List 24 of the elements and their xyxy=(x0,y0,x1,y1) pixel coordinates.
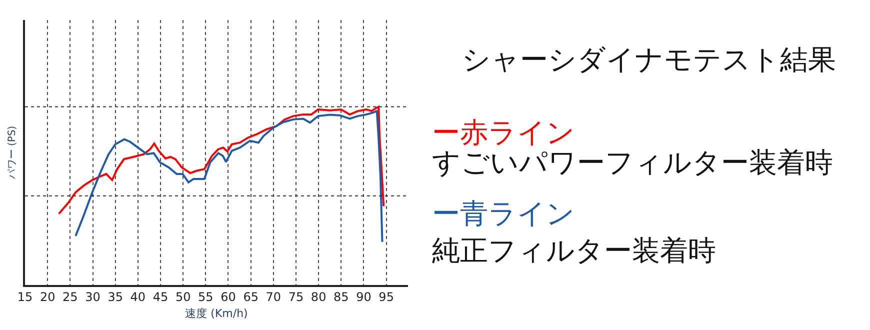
x-tick-label: 35 xyxy=(108,290,123,304)
x-tick-label: 50 xyxy=(175,290,191,304)
x-tick-label: 90 xyxy=(356,290,372,304)
x-tick-label: 30 xyxy=(85,290,100,304)
series-label: ー赤ライン xyxy=(432,116,575,149)
x-tick-label: 70 xyxy=(266,290,282,304)
x-tick-label: 95 xyxy=(378,290,394,304)
x-tick-label: 40 xyxy=(130,290,146,304)
x-tick-label: 65 xyxy=(243,290,258,304)
series-label: ー青ライン xyxy=(432,197,575,230)
text: すごいパワーフィルター装着時 xyxy=(432,146,833,179)
x-tick-label: 80 xyxy=(310,290,326,304)
text: シャーシダイナモテスト結果 xyxy=(462,43,836,76)
x-tick-label: 55 xyxy=(198,290,214,304)
x-tick-label: 25 xyxy=(62,290,78,304)
x-tick-label: 75 xyxy=(288,290,304,304)
x-tick-label: 45 xyxy=(152,290,168,304)
x-tick-label: 85 xyxy=(334,290,349,304)
x-tick-label: 20 xyxy=(40,290,56,304)
x-tick-label: 60 xyxy=(220,290,236,304)
text: 純正フィルター装着時 xyxy=(432,234,716,267)
y-axis-title: パワー (PS) xyxy=(6,126,18,180)
x-axis-title: 速度 (Km/h) xyxy=(185,306,248,320)
x-tick-label: 15 xyxy=(17,290,33,304)
